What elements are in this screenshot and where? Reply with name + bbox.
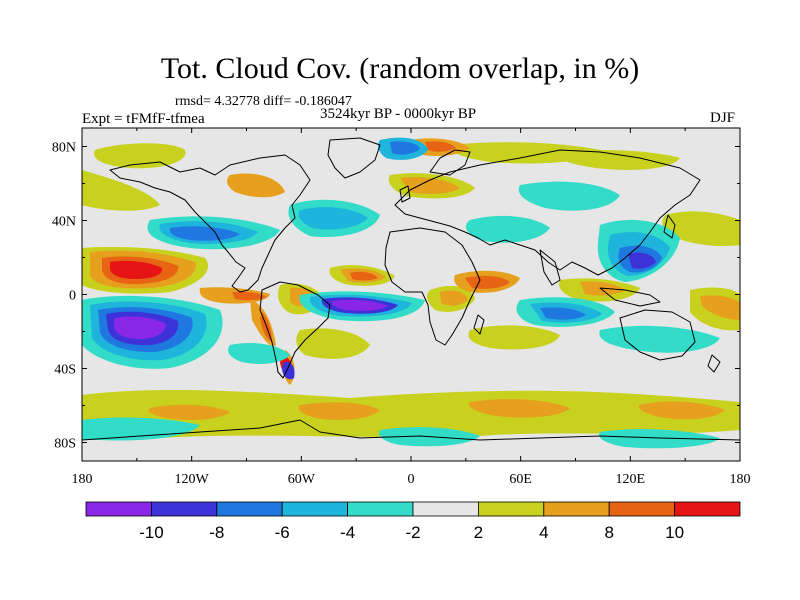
rmsd-value: 4.32778 [214, 94, 260, 109]
x-tick-label: 180 [730, 472, 751, 487]
period-label: 3524kyr BP - 0000kyr BP [320, 106, 477, 122]
negative-anomalies [82, 137, 720, 449]
coastline-scandinavia [429, 149, 471, 176]
colorbar-swatch [150, 501, 218, 517]
coastline-madagascar [473, 314, 485, 335]
diff-label: diff= [263, 94, 292, 109]
stats-line: rmsd= 4.32778 diff= -0.186047 [175, 94, 352, 110]
colorbar-label: 4 [539, 523, 548, 542]
colorbar-swatch [85, 501, 152, 517]
colorbar [85, 501, 741, 517]
colorbar-swatch [347, 501, 414, 517]
coastline-japan [663, 214, 676, 239]
colorbar-label: -10 [139, 523, 164, 542]
colorbar-swatch [477, 501, 545, 517]
y-tick-label: 0 [69, 289, 76, 304]
colorbar-label: -2 [405, 523, 420, 542]
coastline-south-america [259, 281, 331, 379]
coastline-greenland [327, 137, 381, 179]
colorbar-label: 10 [665, 523, 684, 542]
y-tick-label: 40N [52, 215, 76, 230]
positive-anomalies [82, 138, 740, 439]
diff-value: -0.186047 [294, 94, 352, 109]
x-tick-label: 60W [288, 472, 316, 487]
colorbar-label: -4 [340, 523, 355, 542]
rmsd-label: rmsd= [175, 94, 211, 109]
season-label: DJF [710, 110, 736, 126]
experiment-label: Expt = tFMfF-tfmea [82, 111, 205, 127]
coastline-new-zealand [707, 354, 721, 373]
axis-ticks [81, 128, 741, 461]
colorbar-label: 2 [474, 523, 483, 542]
colorbar-swatch [412, 501, 479, 517]
coastline-eurasia [394, 149, 701, 276]
coastline-north-america [109, 154, 311, 293]
colorbar-labels: -10 -8 -6 -4 -2 2 4 8 10 [139, 523, 684, 542]
colorbar-label: -8 [209, 523, 224, 542]
map-field [82, 128, 740, 461]
coastline-antarctica [82, 419, 740, 441]
colorbar-swatch [608, 501, 676, 517]
coastline-africa [384, 227, 481, 346]
x-tick-label: 0 [408, 472, 415, 487]
plot-title: Tot. Cloud Cov. (random overlap, in %) [160, 52, 640, 85]
coastlines [82, 137, 740, 441]
y-tick-label: 40S [54, 363, 76, 378]
colorbar-swatch [674, 501, 741, 517]
y-tick-label: 80N [52, 141, 76, 156]
x-tick-label: 60E [509, 472, 532, 487]
x-tick-label: 120W [175, 472, 210, 487]
colorbar-label: -6 [275, 523, 290, 542]
coastline-uk [399, 185, 411, 203]
x-tick-label: 180 [72, 472, 93, 487]
coastline-indonesia [599, 287, 661, 307]
colorbar-swatch [281, 501, 349, 517]
x-tick-label: 120E [616, 472, 646, 487]
colorbar-label: 8 [604, 523, 613, 542]
coastline-australia [619, 309, 696, 361]
colorbar-swatch [216, 501, 283, 517]
y-tick-labels: 80N 40N 0 40S 80S [52, 141, 76, 452]
coastline-india [539, 249, 561, 286]
x-tick-labels: 180 120W 60W 0 60E 120E 180 [72, 472, 751, 487]
y-tick-label: 80S [54, 437, 76, 452]
colorbar-swatch [543, 501, 610, 517]
